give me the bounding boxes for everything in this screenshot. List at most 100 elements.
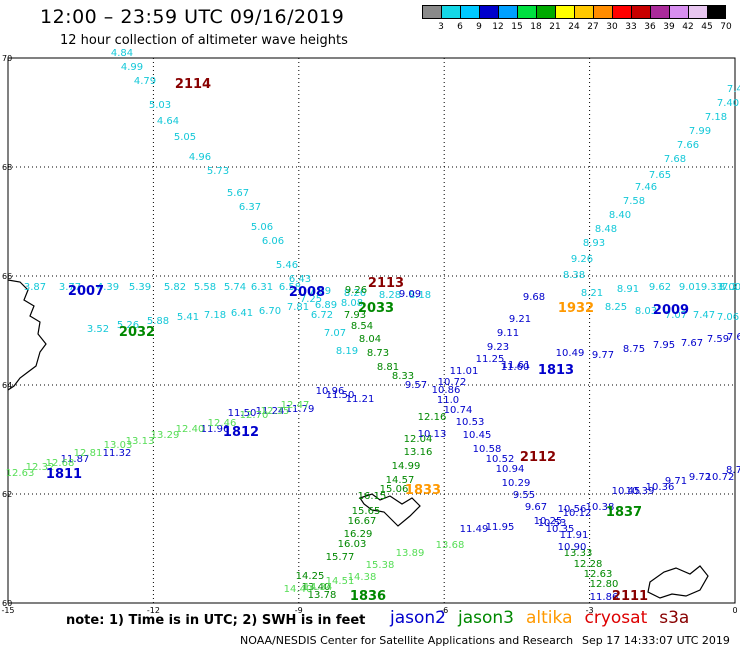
wave-height-label: 8.81 <box>377 362 399 373</box>
wave-height-label: 12.40 <box>176 424 205 435</box>
wave-height-label: 5.06 <box>251 222 273 233</box>
wave-height-label: 14.99 <box>392 461 421 472</box>
wave-height-label: 10.72 <box>438 377 467 388</box>
wave-height-label: 6.58 <box>279 282 301 293</box>
pass-time-label: 2033 <box>358 301 394 316</box>
wave-height-label: 12.16 <box>418 412 447 423</box>
wave-height-label: 10.53 <box>456 417 485 428</box>
wave-height-label: 7.99 <box>689 126 711 137</box>
wave-height-label: 6.41 <box>231 308 253 319</box>
lon-tick-label: -12 <box>147 606 160 615</box>
wave-height-label: 10.45 <box>463 430 492 441</box>
legend-tick-label: 45 <box>701 22 713 32</box>
wave-height-label: 11.91 <box>560 530 589 541</box>
wave-height-label: 9.67 <box>525 502 547 513</box>
wave-height-label: 7.2 <box>722 282 738 293</box>
pass-time-label: 1811 <box>46 467 82 482</box>
scotland-coastline <box>7 279 47 391</box>
map-subtitle: 12 hour collection of altimeter wave hei… <box>60 33 348 48</box>
credit-text: NOAA/NESDIS Center for Satellite Applica… <box>240 634 574 647</box>
legend-swatch <box>536 5 555 19</box>
wave-height-label: 13.40 <box>302 582 331 593</box>
wave-height-label: 13.16 <box>404 447 433 458</box>
legend-swatch <box>612 5 631 19</box>
wave-height-label: 10.45 <box>612 486 641 497</box>
wave-height-label: 8.00 <box>719 282 740 293</box>
wave-height-label: 15.06 <box>380 484 409 495</box>
lat-tick-label: 64 <box>2 381 12 390</box>
legend-tick-label: 3 <box>438 22 444 32</box>
wave-height-label: 9.71 <box>665 476 687 487</box>
pass-time-label: 2008 <box>289 285 325 300</box>
wave-height-label: 10.94 <box>496 464 525 475</box>
generated-timestamp: Sep 17 14:33:07 UTC 2019 <box>582 634 730 647</box>
wave-height-label: 10.38 <box>586 502 615 513</box>
wave-height-label: 9.55 <box>513 490 535 501</box>
wave-height-label: 7.07 <box>665 310 687 321</box>
footer-note: note: 1) Time is in UTC; 2) SWH is in fe… <box>66 613 366 628</box>
wave-height-label: 7.25 <box>300 294 322 305</box>
wave-height-label: 7.93 <box>344 310 366 321</box>
wave-height-label: 11.79 <box>286 404 315 415</box>
legend-tick-label: 36 <box>644 22 656 32</box>
wave-height-label: 9.21 <box>509 314 531 325</box>
wave-height-label: 4.96 <box>189 152 211 163</box>
legend-swatch <box>479 5 498 19</box>
legend-tick-label: 39 <box>663 22 675 32</box>
legend-tick-label: 33 <box>625 22 637 32</box>
pass-time-label: 1836 <box>350 589 386 604</box>
wave-height-label: 16.29 <box>344 529 373 540</box>
wave-height-label: 15.38 <box>366 560 395 571</box>
wave-height-label: 6.70 <box>259 306 281 317</box>
legend-tick-label: 42 <box>682 22 694 32</box>
lat-tick-label: 68 <box>2 163 12 172</box>
wave-height-label: 4.84 <box>111 48 133 59</box>
wave-height-label: 10.13 <box>418 429 447 440</box>
faroe-islands-coastline <box>359 493 421 527</box>
legend-tick-label: 12 <box>492 22 504 32</box>
lon-tick-label: -3 <box>586 606 594 615</box>
legend-swatch <box>574 5 593 19</box>
wave-height-label: 8.26 <box>344 288 366 299</box>
wave-height-label: 7.18 <box>204 310 226 321</box>
satellite-legend-item: jason3 <box>458 608 514 628</box>
wave-height-label: 6.06 <box>262 236 284 247</box>
legend-tick-label: 70 <box>720 22 732 32</box>
wave-height-label: 7.40 <box>717 98 739 109</box>
wave-height-label: 7.47 <box>693 310 715 321</box>
satellite-legend-item: altika <box>526 608 573 628</box>
wave-height-label: 7.68 <box>664 154 686 165</box>
wave-height-label: 11.32 <box>103 448 132 459</box>
wave-height-label: 10.29 <box>502 478 531 489</box>
wave-height-label: 9.26 <box>571 254 593 265</box>
wave-height-label: 11.49 <box>460 524 489 535</box>
wave-height-label: 12.46 <box>208 418 237 429</box>
wave-height-label: 8.54 <box>351 321 373 332</box>
wave-height-label: 13.03 <box>104 440 133 451</box>
wave-height-label: 9.01 <box>679 282 701 293</box>
legend-swatch <box>555 5 574 19</box>
wave-height-label: 9.26 <box>345 285 367 296</box>
wave-height-label: 14.40 <box>284 584 313 595</box>
wave-height-label: 7.81 <box>287 302 309 313</box>
pass-time-label: 2112 <box>520 450 556 465</box>
wave-height-label: 5.74 <box>224 282 246 293</box>
wave-height-label: 5.05 <box>174 132 196 143</box>
pass-time-label: 2111 <box>612 589 648 604</box>
wave-height-label: 14.38 <box>348 572 377 583</box>
wave-height-label: 7.18 <box>705 112 727 123</box>
legend-swatch <box>650 5 669 19</box>
iceland-coastline <box>647 565 709 599</box>
wave-height-label: 5.88 <box>147 316 169 327</box>
wave-height-label: 11.60 <box>501 362 530 373</box>
wave-height-label: 10.90 <box>558 542 587 553</box>
wave-height-label: 11.96 <box>201 424 230 435</box>
wave-height-label: 15.65 <box>352 506 381 517</box>
wave-height-label: 7.62 <box>727 332 740 343</box>
wave-height-label: 8.38 <box>563 270 585 281</box>
legend-tick-label: 9 <box>476 22 482 32</box>
legend-tick-label: 30 <box>606 22 618 32</box>
wave-height-label: 3.77 <box>59 282 81 293</box>
